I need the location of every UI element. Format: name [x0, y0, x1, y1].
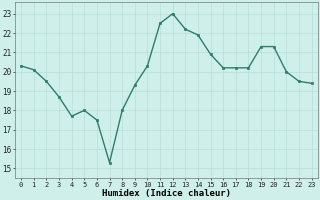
X-axis label: Humidex (Indice chaleur): Humidex (Indice chaleur) [102, 189, 231, 198]
